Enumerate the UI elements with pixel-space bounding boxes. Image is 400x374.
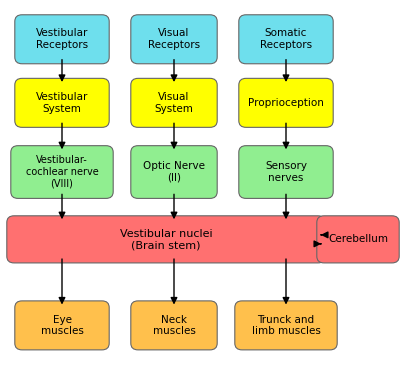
Text: Visual
Receptors: Visual Receptors	[148, 28, 200, 50]
Text: Proprioception: Proprioception	[248, 98, 324, 108]
FancyBboxPatch shape	[15, 301, 109, 350]
Text: Cerebellum: Cerebellum	[328, 234, 388, 244]
FancyBboxPatch shape	[15, 79, 109, 127]
Text: Somatic
Receptors: Somatic Receptors	[260, 28, 312, 50]
Text: Vestibular
Receptors: Vestibular Receptors	[36, 28, 88, 50]
FancyBboxPatch shape	[239, 79, 333, 127]
Text: Sensory
nerves: Sensory nerves	[265, 161, 307, 183]
Text: Neck
muscles: Neck muscles	[152, 315, 196, 336]
FancyBboxPatch shape	[131, 79, 217, 127]
Text: Visual
System: Visual System	[154, 92, 194, 114]
FancyBboxPatch shape	[131, 15, 217, 64]
FancyBboxPatch shape	[131, 301, 217, 350]
FancyBboxPatch shape	[239, 145, 333, 198]
FancyBboxPatch shape	[7, 216, 325, 263]
Text: Optic Nerve
(II): Optic Nerve (II)	[143, 161, 205, 183]
FancyBboxPatch shape	[239, 15, 333, 64]
FancyBboxPatch shape	[131, 145, 217, 198]
FancyBboxPatch shape	[11, 145, 113, 198]
Text: Vestibular-
cochlear nerve
(VIII): Vestibular- cochlear nerve (VIII)	[26, 156, 98, 188]
Text: Vestibular nuclei
(Brain stem): Vestibular nuclei (Brain stem)	[120, 229, 212, 250]
Text: Trunck and
limb muscles: Trunck and limb muscles	[252, 315, 320, 336]
FancyBboxPatch shape	[317, 216, 399, 263]
Text: Vestibular
System: Vestibular System	[36, 92, 88, 114]
FancyBboxPatch shape	[235, 301, 337, 350]
Text: Eye
muscles: Eye muscles	[40, 315, 84, 336]
FancyBboxPatch shape	[15, 15, 109, 64]
